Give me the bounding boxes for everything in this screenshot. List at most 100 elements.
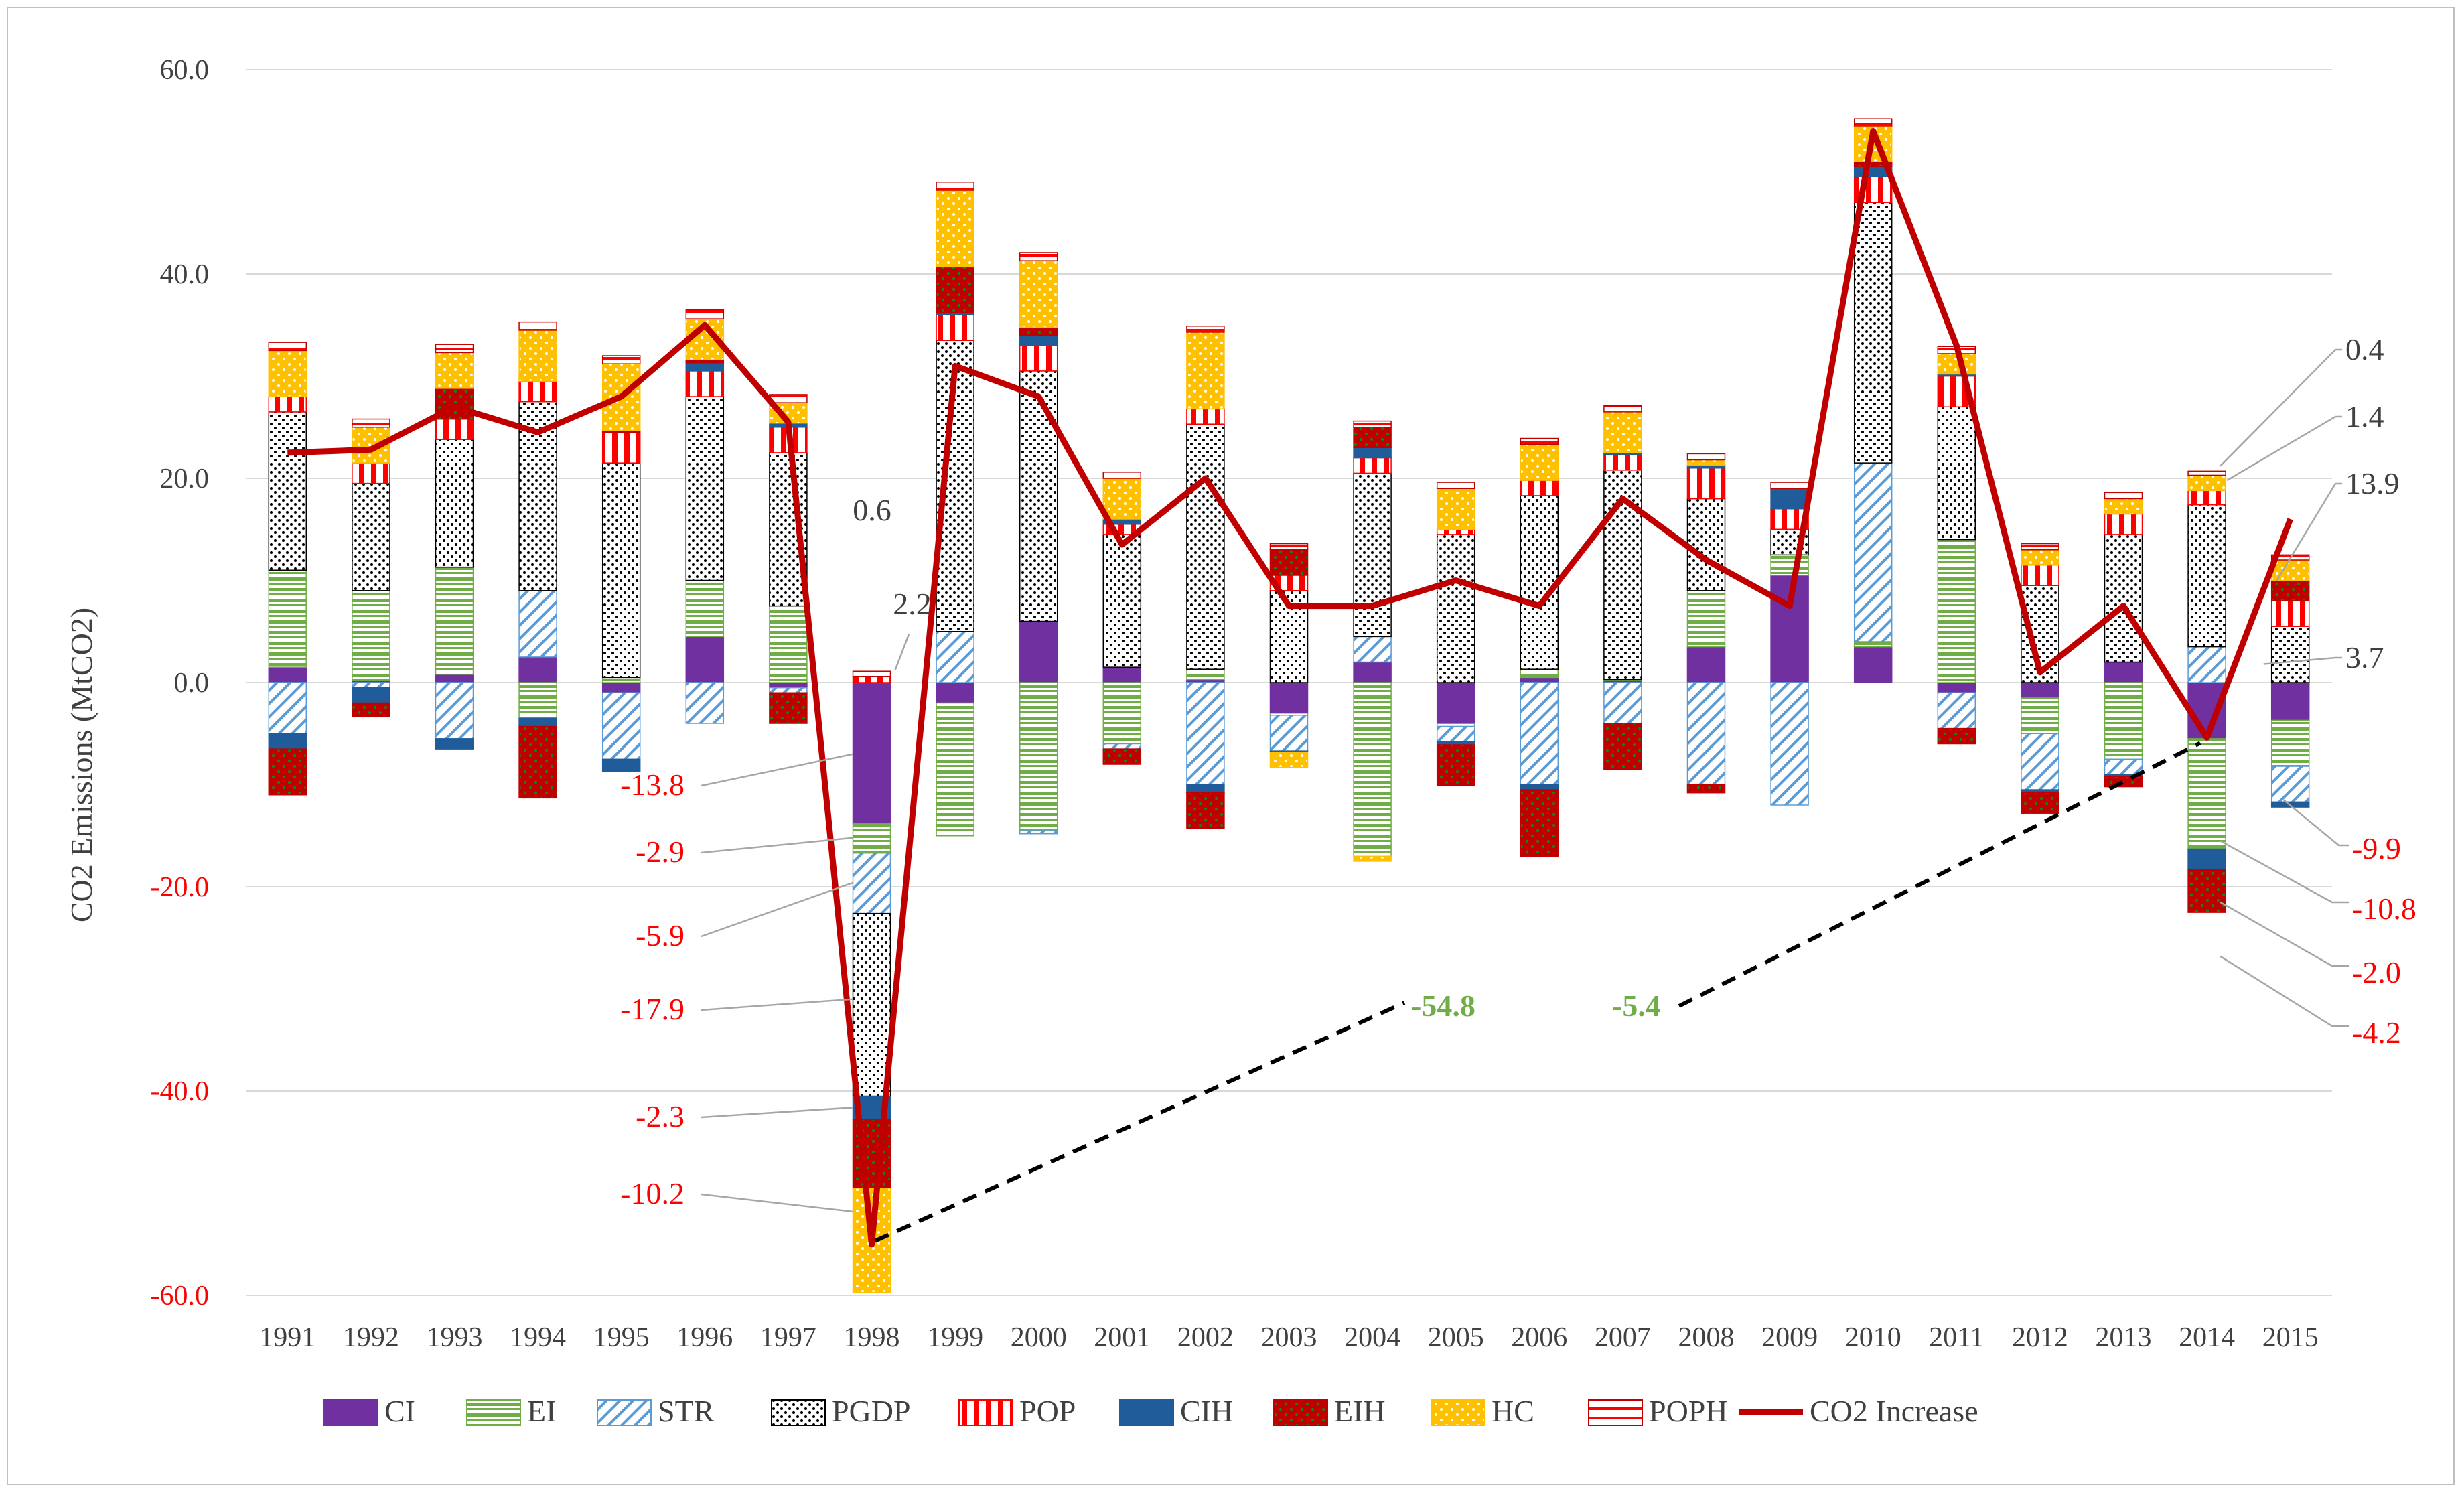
x-tick-label: 2015: [2262, 1322, 2319, 1353]
bar-hc-1994: [518, 330, 557, 382]
bar-str-2011: [1937, 692, 1976, 729]
x-tick-label: 2012: [2012, 1322, 2068, 1353]
bar-poph-1993: [435, 344, 474, 354]
bar-poph-2012: [2021, 543, 2059, 551]
annotation-1998-label: -2.3: [636, 1099, 684, 1133]
bar-pgdp-2004: [1353, 472, 1392, 638]
bar-ci-2000: [1019, 620, 1058, 683]
x-tick-label: 2007: [1595, 1322, 1651, 1353]
bar-pop-1998: [852, 676, 891, 683]
bar-hc-2001: [1102, 478, 1142, 520]
bar-pop-2006: [1520, 480, 1559, 496]
annotation-1998-label: 0.6: [853, 493, 891, 527]
bar-pgdp-2000: [1019, 370, 1058, 622]
bar-eih-2014: [2187, 869, 2226, 913]
bar-str-2002: [1186, 682, 1225, 786]
bar-str-2006: [1520, 682, 1559, 786]
annotation-2014-label: 13.9: [2345, 466, 2400, 500]
bar-ei-2014: [2187, 738, 2226, 850]
bar-ci-2011: [1937, 682, 1976, 693]
legend-label-pgdp: PGDP: [832, 1394, 911, 1428]
bar-pgdp-2014: [2187, 504, 2226, 648]
chart-frame: 60.0 40.0 20.0 0.0 -20.0 -40.0 -60.0 1991 1992 1…: [7, 7, 2455, 1485]
bar-ci-2012: [2021, 682, 2059, 699]
bar-poph-1995: [601, 355, 641, 364]
bar-ci-1996: [685, 636, 725, 683]
bar-cih-1993: [435, 738, 474, 750]
bar-pgdp-1992: [352, 482, 390, 591]
x-tick-label: 2003: [1261, 1322, 1317, 1353]
x-tick-label: 1991: [259, 1322, 315, 1353]
bar-pop-1995: [601, 431, 641, 464]
stacked-bars: [268, 118, 2310, 1293]
bar-cih-2004: [1353, 447, 1392, 459]
bar-ei-1991: [268, 569, 307, 668]
bar-cih-1994: [518, 717, 557, 727]
chart-svg: 60.040.020.00.0-20.0-40.0-60.0 1991 1992 1…: [64, 55, 2416, 1428]
bar-ci-2008: [1686, 646, 1726, 683]
x-tick-label: 2006: [1511, 1322, 1567, 1353]
bar-eih-1992: [352, 702, 390, 717]
bar-pop-2012: [2021, 564, 2059, 586]
bar-hc-2002: [1186, 332, 1225, 410]
bar-eih-2000: [1019, 326, 1058, 336]
bar-eih-2012: [2021, 792, 2059, 814]
bar-str-2000: [1019, 830, 1058, 835]
annotation-2014-leader: [2276, 482, 2342, 581]
bar-pgdp-2011: [1937, 406, 1976, 541]
bar-eih-1991: [268, 748, 307, 796]
x-tick-label: 2010: [1845, 1322, 1901, 1353]
annotation-2014-leader: [2263, 656, 2342, 665]
legend-label-co2-increase: CO2 Increase: [1810, 1394, 1978, 1428]
bar-eih-2015: [2270, 579, 2310, 601]
bar-ci-2015: [2270, 682, 2310, 721]
legend-swatch-pop: [958, 1399, 1013, 1426]
bar-ei-1997: [769, 605, 808, 683]
bar-ei-2002: [1186, 668, 1225, 681]
bar-ci-1993: [435, 674, 474, 683]
bar-pop-2015: [2270, 600, 2310, 627]
annotation-1998-label: -5.9: [636, 918, 684, 952]
x-tick-label: 2011: [1929, 1322, 1984, 1353]
bar-ei-2001: [1102, 682, 1142, 745]
annotation-2014-label: -10.8: [2352, 892, 2416, 926]
y-tick-label: 20.0: [160, 464, 210, 494]
bar-poph-1992: [352, 418, 390, 428]
bar-ei-2000: [1019, 682, 1058, 831]
bar-str-2013: [2104, 758, 2143, 775]
bar-str-1997: [769, 687, 808, 693]
bar-pop-2007: [1603, 454, 1642, 471]
bar-poph-2013: [2104, 492, 2143, 500]
bar-str-1998: [852, 852, 891, 914]
bar-eih-2013: [2104, 776, 2143, 788]
annotation-1998-leader: [894, 634, 910, 671]
bar-ei-2015: [2270, 719, 2310, 767]
annotation-1998-label: 2.2: [893, 587, 932, 621]
x-tick-label: 2013: [2096, 1322, 2152, 1353]
annotation-1998-label: -17.9: [620, 992, 684, 1026]
bar-str-2001: [1102, 743, 1142, 750]
x-tick-label: 1997: [760, 1322, 816, 1353]
bar-pop-1996: [685, 370, 725, 397]
bar-poph-1996: [685, 309, 725, 319]
bar-ci-2013: [2104, 661, 2143, 683]
bar-pgdp-2006: [1520, 495, 1559, 670]
legend-swatch-pgdp: [771, 1399, 826, 1426]
y-axis-label: CO2 Emissions (MtCO2): [64, 608, 98, 922]
bar-ei-2009: [1770, 554, 1809, 576]
annotations: 0.6 2.2 -13.8 -2.9 -5.9 -17.9 -2.3 -10.2 0.4 1.4 1…: [620, 332, 2416, 1243]
annotation-2014-leader: [2220, 901, 2349, 967]
legend-label-ci: CI: [384, 1394, 415, 1428]
x-tick-label: 2014: [2179, 1322, 2235, 1353]
bar-pgdp-1993: [435, 439, 474, 568]
bar-str-2004: [1353, 636, 1392, 663]
bar-ci-1999: [936, 682, 974, 704]
legend-label-eih: EIH: [1334, 1394, 1386, 1428]
bar-hc-2014: [2187, 474, 2226, 492]
bar-ci-1997: [769, 682, 808, 689]
y-tick-label: 60.0: [160, 55, 210, 86]
bar-eih-2007: [1603, 723, 1642, 770]
legend-label-cih: CIH: [1180, 1394, 1233, 1428]
legend-swatch-cih: [1119, 1399, 1174, 1426]
bar-pgdp-2010: [1853, 202, 1893, 464]
